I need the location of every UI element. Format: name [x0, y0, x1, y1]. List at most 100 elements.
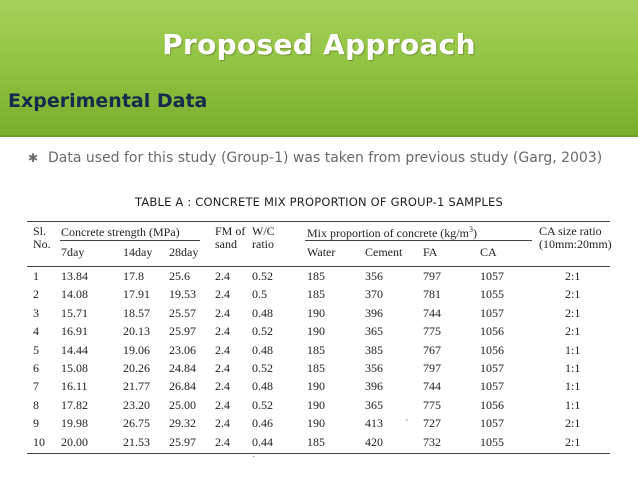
cell-7day: 14.08 — [61, 287, 88, 302]
cell-water: 185 — [307, 287, 325, 302]
cell-sl-no: 9 — [33, 416, 39, 431]
cell-fa: 744 — [423, 379, 441, 394]
cell-14day: 20.13 — [123, 324, 150, 339]
cell-ca-ratio: 1:1 — [565, 379, 581, 394]
cell-fm: 2.4 — [215, 397, 230, 412]
title-banner: Proposed Approach Experimental Data — [0, 0, 638, 137]
cell-7day: 15.71 — [61, 305, 88, 320]
cell-water: 185 — [307, 342, 325, 357]
subheader-7day: 7day — [61, 245, 85, 259]
cell-28day: 24.84 — [169, 361, 196, 375]
cell-cement: 413 — [365, 416, 383, 431]
cell-28day: 25.97 — [169, 324, 196, 339]
cell-water: 190 — [307, 324, 325, 339]
subheader-rule-mix — [305, 240, 532, 241]
cell-ca: 1057 — [480, 269, 504, 283]
subheader-water: Water — [307, 245, 336, 259]
cell-14day: 26.75 — [123, 416, 150, 431]
cell-wc: 0.52 — [252, 269, 273, 283]
cell-14day: 17.8 — [123, 269, 144, 283]
cell-wc: 0.46 — [252, 416, 273, 431]
cell-ca-ratio: 1:1 — [565, 361, 581, 375]
cell-14day: 19.06 — [123, 342, 150, 357]
cell-cement: 356 — [365, 269, 383, 283]
cell-ca: 1055 — [480, 287, 504, 302]
subheader-fa: FA — [423, 245, 438, 259]
cell-sl-no: 1 — [33, 269, 39, 283]
table-top-rule — [27, 221, 610, 222]
cell-7day: 15.08 — [61, 361, 88, 375]
cell-sl-no: 4 — [33, 324, 39, 339]
cell-ca-ratio: 2:1 — [565, 434, 581, 449]
cell-cement: 396 — [365, 379, 383, 394]
cell-ca: 1057 — [480, 416, 504, 431]
cell-cement: 370 — [365, 287, 383, 302]
cell-7day: 17.82 — [61, 397, 88, 412]
header-ca-ratio: CA size ratio (10mm:20mm) — [539, 224, 612, 251]
stray-mark: · — [252, 452, 256, 463]
cell-fa: 744 — [423, 305, 441, 320]
cell-14day: 17.91 — [123, 287, 150, 302]
cell-14day: 20.26 — [123, 361, 150, 375]
cell-28day: 25.6 — [169, 269, 190, 283]
subheader-ca: CA — [480, 245, 497, 259]
cell-sl-no: 10 — [33, 434, 45, 449]
cell-wc: 0.48 — [252, 305, 273, 320]
cell-fa: 767 — [423, 342, 441, 357]
cell-fm: 2.4 — [215, 305, 230, 320]
cell-cement: 385 — [365, 342, 383, 357]
cell-cement: 396 — [365, 305, 383, 320]
cell-ca: 1056 — [480, 397, 504, 412]
cell-7day: 14.44 — [61, 342, 88, 357]
cell-fm: 2.4 — [215, 361, 230, 375]
table-header-rule — [27, 266, 610, 267]
cell-fa: 732 — [423, 434, 441, 449]
cell-ca: 1056 — [480, 324, 504, 339]
table-caption: TABLE A : CONCRETE MIX PROPORTION OF GRO… — [135, 195, 503, 209]
cell-water: 185 — [307, 269, 325, 283]
cell-7day: 19.98 — [61, 416, 88, 431]
cell-fm: 2.4 — [215, 342, 230, 357]
subheader-14day: 14day — [123, 245, 153, 259]
cell-wc: 0.44 — [252, 434, 273, 449]
cell-28day: 23.06 — [169, 342, 196, 357]
cell-ca: 1057 — [480, 379, 504, 394]
cell-cement: 356 — [365, 361, 383, 375]
cell-7day: 16.91 — [61, 324, 88, 339]
cell-ca: 1057 — [480, 361, 504, 375]
cell-cement: 365 — [365, 397, 383, 412]
cell-7day: 16.11 — [61, 379, 88, 394]
cell-cement: 420 — [365, 434, 383, 449]
cell-fa: 727 — [423, 416, 441, 431]
cell-ca-ratio: 1:1 — [565, 342, 581, 357]
cell-water: 185 — [307, 361, 325, 375]
cell-14day: 23.20 — [123, 397, 150, 412]
cell-ca: 1056 — [480, 342, 504, 357]
cell-ca-ratio: 2:1 — [565, 287, 581, 302]
cell-ca-ratio: 2:1 — [565, 416, 581, 431]
cell-sl-no: 3 — [33, 305, 39, 320]
cell-fm: 2.4 — [215, 434, 230, 449]
asterisk-bullet-icon: ✱ — [28, 151, 39, 165]
cell-wc: 0.52 — [252, 361, 273, 375]
table-bottom-rule — [27, 453, 610, 454]
header-mix: Mix proportion of concrete (kg/m3) — [307, 225, 477, 240]
cell-28day: 26.84 — [169, 379, 196, 394]
cell-water: 185 — [307, 434, 325, 449]
cell-ca: 1057 — [480, 305, 504, 320]
cell-fa: 775 — [423, 324, 441, 339]
cell-14day: 21.77 — [123, 379, 150, 394]
cell-fm: 2.4 — [215, 269, 230, 283]
cell-ca-ratio: 2:1 — [565, 305, 581, 320]
header-sl-no: Sl. No. — [33, 224, 51, 251]
cell-7day: 13.84 — [61, 269, 88, 283]
slide-title: Proposed Approach — [162, 28, 476, 61]
cell-28day: 25.00 — [169, 397, 196, 412]
cell-14day: 18.57 — [123, 305, 150, 320]
cell-fm: 2.4 — [215, 287, 230, 302]
cell-sl-no: 8 — [33, 397, 39, 412]
cell-fm: 2.4 — [215, 416, 230, 431]
cell-sl-no: 6 — [33, 361, 39, 375]
cell-wc: 0.52 — [252, 397, 273, 412]
